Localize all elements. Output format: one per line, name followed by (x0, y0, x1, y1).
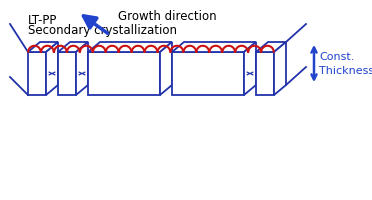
Polygon shape (244, 42, 256, 95)
Polygon shape (274, 42, 286, 95)
Polygon shape (76, 42, 88, 95)
Polygon shape (28, 52, 46, 95)
Polygon shape (256, 52, 274, 95)
Polygon shape (28, 42, 58, 52)
Polygon shape (58, 42, 88, 52)
Polygon shape (58, 52, 76, 95)
Text: Thickness: Thickness (319, 66, 372, 75)
Polygon shape (46, 42, 58, 95)
Text: LT-PP: LT-PP (28, 14, 57, 27)
Text: Secondary crystallization: Secondary crystallization (28, 24, 177, 37)
Polygon shape (256, 42, 286, 52)
Polygon shape (88, 52, 160, 95)
Text: Const.: Const. (319, 52, 355, 62)
Text: Growth direction: Growth direction (118, 10, 217, 23)
Polygon shape (88, 42, 172, 52)
Polygon shape (160, 42, 172, 95)
Polygon shape (172, 42, 256, 52)
Polygon shape (172, 52, 244, 95)
